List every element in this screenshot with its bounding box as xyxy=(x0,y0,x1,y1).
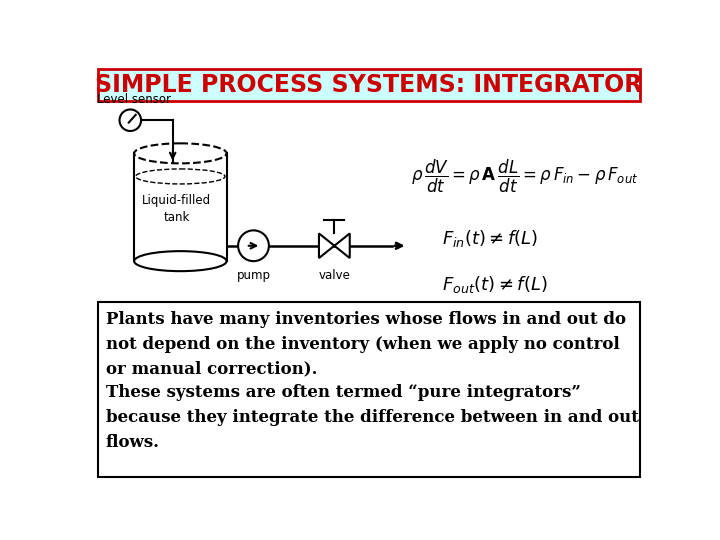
Ellipse shape xyxy=(134,143,227,164)
Polygon shape xyxy=(334,233,350,258)
Text: $F_{out}(t) \neq f(L)$: $F_{out}(t) \neq f(L)$ xyxy=(442,274,548,295)
Text: pump: pump xyxy=(236,269,271,282)
Text: valve: valve xyxy=(318,269,351,282)
Polygon shape xyxy=(319,233,334,258)
Bar xyxy=(134,153,227,261)
Circle shape xyxy=(120,110,141,131)
Text: $F_{in}(t) \neq f(L)$: $F_{in}(t) \neq f(L)$ xyxy=(442,227,539,248)
Circle shape xyxy=(238,231,269,261)
Bar xyxy=(98,69,640,101)
Text: Level sensor: Level sensor xyxy=(97,93,171,106)
Bar xyxy=(98,302,640,477)
Text: $\rho\,\dfrac{dV}{dt} = \rho\,\mathbf{A}\,\dfrac{dL}{dt} = \rho\,F_{in} - \rho\,: $\rho\,\dfrac{dV}{dt} = \rho\,\mathbf{A}… xyxy=(411,158,639,195)
Ellipse shape xyxy=(134,251,227,271)
Text: SIMPLE PROCESS SYSTEMS: INTEGRATOR: SIMPLE PROCESS SYSTEMS: INTEGRATOR xyxy=(95,73,643,97)
Text: Liquid-filled
tank: Liquid-filled tank xyxy=(142,194,211,225)
Text: Plants have many inventories whose flows in and out do
not depend on the invento: Plants have many inventories whose flows… xyxy=(106,311,626,378)
Text: These systems are often termed “pure integrators”
because they integrate the dif: These systems are often termed “pure int… xyxy=(106,384,639,451)
